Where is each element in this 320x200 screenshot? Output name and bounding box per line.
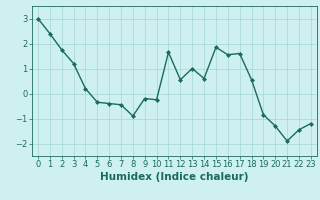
X-axis label: Humidex (Indice chaleur): Humidex (Indice chaleur) (100, 172, 249, 182)
